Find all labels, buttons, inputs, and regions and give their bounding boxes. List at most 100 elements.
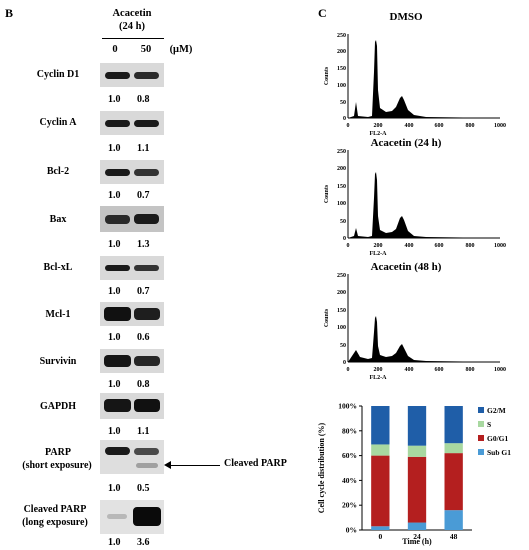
histogram-fill bbox=[348, 40, 500, 118]
blot-bcl-xl bbox=[100, 256, 164, 280]
ratio-cleaved-parp-50: 3.6 bbox=[137, 537, 150, 548]
x-tick-label: 0 bbox=[378, 532, 382, 541]
legend-swatch bbox=[478, 435, 484, 441]
ratio-mcl-1-0: 1.0 bbox=[108, 332, 121, 343]
ratio-survivin-50: 0.8 bbox=[137, 379, 150, 390]
histogram-title: Acacetin (24 h) bbox=[371, 137, 442, 149]
histogram-acacetin-48h: Acacetin (48 h) 0 50 100 150 200 250 0 2… bbox=[324, 261, 506, 381]
histogram-fill bbox=[348, 172, 500, 238]
band-lane-1 bbox=[104, 307, 131, 321]
y-tick: 50 bbox=[340, 343, 346, 349]
y-tick-label: 100% bbox=[338, 402, 357, 411]
blot-label-mcl-1: Mcl-1 bbox=[45, 309, 71, 320]
band-lane-1 bbox=[107, 514, 127, 519]
histogram-fill bbox=[348, 316, 500, 362]
ratio-cleaved-parp-0: 1.0 bbox=[108, 537, 121, 548]
y-tick-label: 20% bbox=[342, 501, 357, 510]
x-tick: 400 bbox=[405, 123, 414, 129]
bar-segment-sub-g1 bbox=[371, 526, 390, 530]
y-tick-label: 80% bbox=[342, 426, 357, 435]
band-full-lane-2 bbox=[134, 448, 159, 455]
band-lane-1 bbox=[105, 265, 130, 271]
blot-label-parp: PARP bbox=[45, 447, 71, 458]
y-axis-label: Cell cycle distribution (%) bbox=[317, 422, 326, 513]
bar-segment-s bbox=[444, 443, 463, 454]
blot-label-cleaved-parp-exposure: (long exposure) bbox=[22, 517, 88, 528]
ratio-parp-50: 0.5 bbox=[137, 483, 150, 494]
bar-segment-sub-g1 bbox=[407, 522, 427, 530]
x-tick-label: 24 bbox=[413, 532, 421, 541]
x-axis-label: FL2-A bbox=[370, 251, 388, 257]
blot-bax bbox=[100, 206, 164, 232]
cleaved-parp-arrow-line bbox=[170, 465, 220, 466]
ratio-survivin-0: 1.0 bbox=[108, 379, 121, 390]
ratio-cyclin-d1-0: 1.0 bbox=[108, 94, 121, 105]
x-tick: 0 bbox=[347, 367, 350, 373]
ratio-parp-0: 1.0 bbox=[108, 483, 121, 494]
ratio-bcl-xl-50: 0.7 bbox=[137, 286, 150, 297]
ratio-cyclin-d1-50: 0.8 bbox=[137, 94, 150, 105]
blot-cyclin-a bbox=[100, 111, 164, 135]
cleaved-parp-annotation: Cleaved PARP bbox=[224, 458, 287, 469]
x-tick: 1000 bbox=[494, 123, 506, 129]
y-tick: 50 bbox=[340, 100, 346, 106]
x-tick: 0 bbox=[347, 243, 350, 249]
flow-histograms: DMSO 0 50 100 150 200 250 0 200 400 600 … bbox=[324, 12, 506, 381]
band-lane-1 bbox=[104, 355, 131, 367]
legend-label: G2/M bbox=[487, 406, 506, 415]
bar-segment-g0-g1 bbox=[407, 456, 427, 523]
legend-label: S bbox=[487, 420, 491, 429]
legend-label: G0/G1 bbox=[487, 434, 509, 443]
bar-segment-g2-m bbox=[444, 406, 463, 444]
y-tick: 50 bbox=[340, 219, 346, 225]
blot-label-cyclin-a: Cyclin A bbox=[39, 117, 77, 128]
panel-c-letter: C bbox=[318, 6, 327, 20]
arrow-left-icon bbox=[164, 461, 171, 469]
x-axis-label: FL2-A bbox=[370, 375, 388, 381]
y-axis-label: Counts bbox=[324, 184, 330, 203]
bar-segment-g0-g1 bbox=[444, 453, 463, 511]
y-tick-label: 40% bbox=[342, 476, 357, 485]
y-tick: 0 bbox=[343, 116, 346, 122]
histogram-title: DMSO bbox=[390, 12, 423, 23]
blot-cleaved-parp bbox=[100, 500, 164, 534]
y-tick: 250 bbox=[337, 149, 346, 155]
ratio-bcl-2-50: 0.7 bbox=[137, 190, 150, 201]
y-tick: 150 bbox=[337, 66, 346, 72]
band-lane-2 bbox=[134, 356, 160, 366]
x-tick: 200 bbox=[374, 243, 383, 249]
ratio-cyclin-a-0: 1.0 bbox=[108, 143, 121, 154]
duration-label: (24 h) bbox=[119, 21, 145, 32]
band-lane-2 bbox=[134, 120, 159, 127]
histogram-acacetin-24h: Acacetin (24 h) 0 50 100 150 200 250 0 2… bbox=[324, 137, 506, 257]
y-tick: 100 bbox=[337, 325, 346, 331]
cell-cycle-chart: Cell cycle distribution (%) Time (h) 0% 2… bbox=[317, 402, 511, 547]
blot-bcl-2 bbox=[100, 160, 164, 184]
blot-label-parp-exposure: (short exposure) bbox=[22, 460, 92, 471]
band-lane-2 bbox=[134, 399, 160, 412]
y-tick: 0 bbox=[343, 360, 346, 366]
ratio-cyclin-a-50: 1.1 bbox=[137, 143, 150, 154]
y-tick: 100 bbox=[337, 201, 346, 207]
legend-swatch bbox=[478, 449, 484, 455]
ratio-bax-50: 1.3 bbox=[137, 239, 150, 250]
histogram-dmso: DMSO 0 50 100 150 200 250 0 200 400 600 … bbox=[324, 12, 506, 137]
x-tick: 600 bbox=[435, 123, 444, 129]
blot-survivin bbox=[100, 349, 164, 373]
blot-label-gapdh: GAPDH bbox=[39, 401, 77, 412]
legend-label: Sub G1 bbox=[487, 448, 511, 457]
x-tick: 200 bbox=[374, 123, 383, 129]
x-tick: 800 bbox=[466, 367, 475, 373]
panel-b-letter: B bbox=[5, 6, 14, 20]
x-axis-label: FL2-A bbox=[370, 131, 388, 137]
y-tick-label: 0% bbox=[346, 526, 357, 535]
dose-50-label: 50 bbox=[140, 44, 152, 55]
ratio-mcl-1-50: 0.6 bbox=[137, 332, 150, 343]
band-lane-1 bbox=[105, 120, 130, 127]
blot-label-cleaved-parp: Cleaved PARP bbox=[23, 504, 87, 515]
x-tick: 600 bbox=[435, 243, 444, 249]
band-lane-2 bbox=[134, 214, 159, 224]
y-tick: 0 bbox=[343, 236, 346, 242]
bar-segment-sub-g1 bbox=[444, 510, 463, 530]
blot-label-bcl-xl: Bcl-xL bbox=[43, 262, 73, 273]
